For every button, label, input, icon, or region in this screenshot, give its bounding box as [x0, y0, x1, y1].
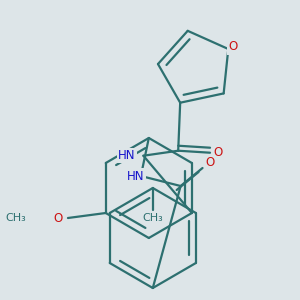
- Text: HN: HN: [127, 169, 145, 182]
- Text: CH₃: CH₃: [5, 213, 26, 223]
- Text: O: O: [54, 212, 63, 224]
- Text: O: O: [206, 157, 215, 169]
- Text: HN: HN: [118, 149, 135, 162]
- Text: O: O: [229, 40, 238, 53]
- Text: O: O: [213, 146, 223, 159]
- Text: CH₃: CH₃: [142, 213, 163, 223]
